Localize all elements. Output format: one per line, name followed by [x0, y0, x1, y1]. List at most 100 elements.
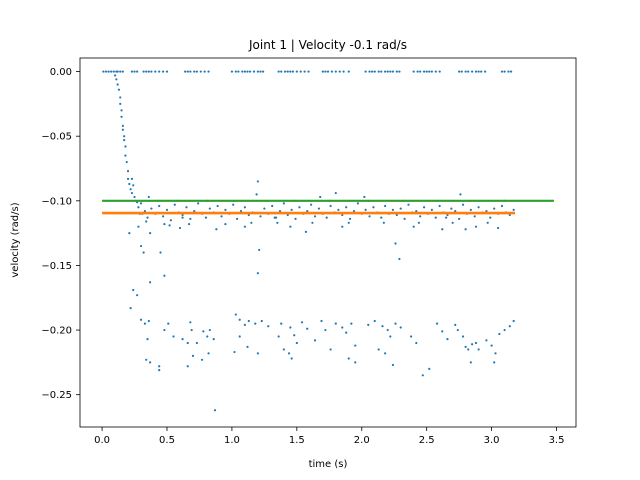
data-point — [208, 328, 211, 332]
data-point — [471, 343, 474, 346]
data-point — [345, 331, 348, 334]
data-point — [254, 322, 257, 325]
data-point — [150, 207, 153, 210]
data-point — [293, 334, 296, 337]
data-point — [326, 70, 330, 73]
data-point — [290, 208, 293, 211]
data-point — [263, 207, 266, 210]
data-point — [389, 70, 392, 73]
data-point — [169, 219, 172, 222]
data-point — [107, 70, 110, 73]
data-point — [354, 361, 357, 364]
y-tick-label: −0.15 — [41, 261, 72, 272]
data-point — [295, 341, 298, 345]
y-tick-label: −0.20 — [41, 326, 72, 337]
data-point — [158, 369, 161, 372]
data-point — [128, 232, 131, 235]
data-point — [494, 352, 497, 355]
data-point — [480, 70, 483, 73]
data-point — [259, 70, 262, 73]
data-point — [215, 228, 218, 231]
data-point — [473, 215, 476, 218]
data-point — [129, 188, 132, 191]
data-point — [136, 294, 139, 297]
data-point — [290, 357, 293, 360]
data-point — [422, 206, 426, 209]
data-point — [434, 216, 437, 219]
data-point — [136, 70, 139, 73]
data-point — [119, 70, 122, 73]
data-point — [200, 358, 204, 361]
data-point — [284, 70, 287, 73]
data-point — [195, 341, 198, 345]
data-point — [163, 222, 166, 226]
data-point — [120, 115, 123, 118]
data-point — [147, 70, 150, 73]
data-point — [430, 70, 433, 73]
data-point — [181, 338, 184, 341]
data-point — [434, 70, 437, 73]
data-point — [230, 70, 234, 73]
data-point — [256, 352, 259, 355]
data-point — [380, 70, 383, 73]
x-axis: 0.0 0.5 1.0 1.5 2.0 2.5 3.0 3.5 — [94, 427, 564, 446]
data-point — [416, 70, 419, 73]
data-point — [119, 96, 122, 99]
data-point — [163, 274, 166, 277]
data-point — [454, 323, 457, 326]
data-point — [130, 70, 134, 73]
data-point — [261, 70, 265, 73]
data-point — [324, 328, 327, 332]
data-point — [354, 344, 357, 347]
data-point — [250, 221, 253, 224]
data-point — [167, 322, 170, 325]
data-point — [204, 216, 208, 219]
data-point — [391, 208, 395, 211]
data-point — [371, 70, 374, 73]
data-point — [306, 327, 309, 330]
data-point — [324, 70, 327, 73]
data-point — [258, 248, 261, 252]
data-point — [352, 210, 356, 213]
data-point — [159, 251, 162, 254]
data-point — [407, 203, 410, 206]
data-point — [345, 206, 348, 209]
x-tick-label: 0.0 — [94, 435, 110, 446]
data-point — [130, 191, 134, 195]
data-point — [304, 230, 308, 233]
data-point — [493, 361, 496, 364]
x-tick-label: 1.0 — [224, 435, 240, 446]
data-point — [124, 145, 127, 148]
data-point — [129, 306, 132, 310]
data-point — [139, 244, 143, 248]
data-point — [146, 216, 149, 219]
data-point — [450, 207, 453, 210]
data-point — [267, 325, 270, 328]
data-point — [441, 330, 444, 333]
data-point — [126, 177, 130, 180]
data-point — [289, 70, 292, 73]
data-point — [469, 361, 472, 364]
data-point — [307, 70, 310, 73]
data-point — [187, 222, 191, 226]
data-point — [485, 339, 488, 342]
data-point — [126, 169, 130, 173]
data-point — [294, 217, 297, 221]
data-point — [347, 70, 350, 73]
data-point — [477, 206, 480, 209]
data-point — [398, 70, 401, 73]
data-point — [337, 208, 340, 211]
data-point — [165, 70, 169, 73]
data-point — [422, 70, 426, 73]
data-point — [295, 70, 298, 73]
data-point — [280, 322, 283, 325]
data-point — [149, 281, 152, 284]
data-point — [412, 70, 415, 73]
data-point — [509, 70, 513, 73]
data-point — [123, 135, 126, 138]
data-point — [372, 206, 375, 209]
data-point — [237, 70, 240, 73]
data-point — [438, 70, 441, 73]
y-tick-label: 0.00 — [50, 67, 72, 78]
